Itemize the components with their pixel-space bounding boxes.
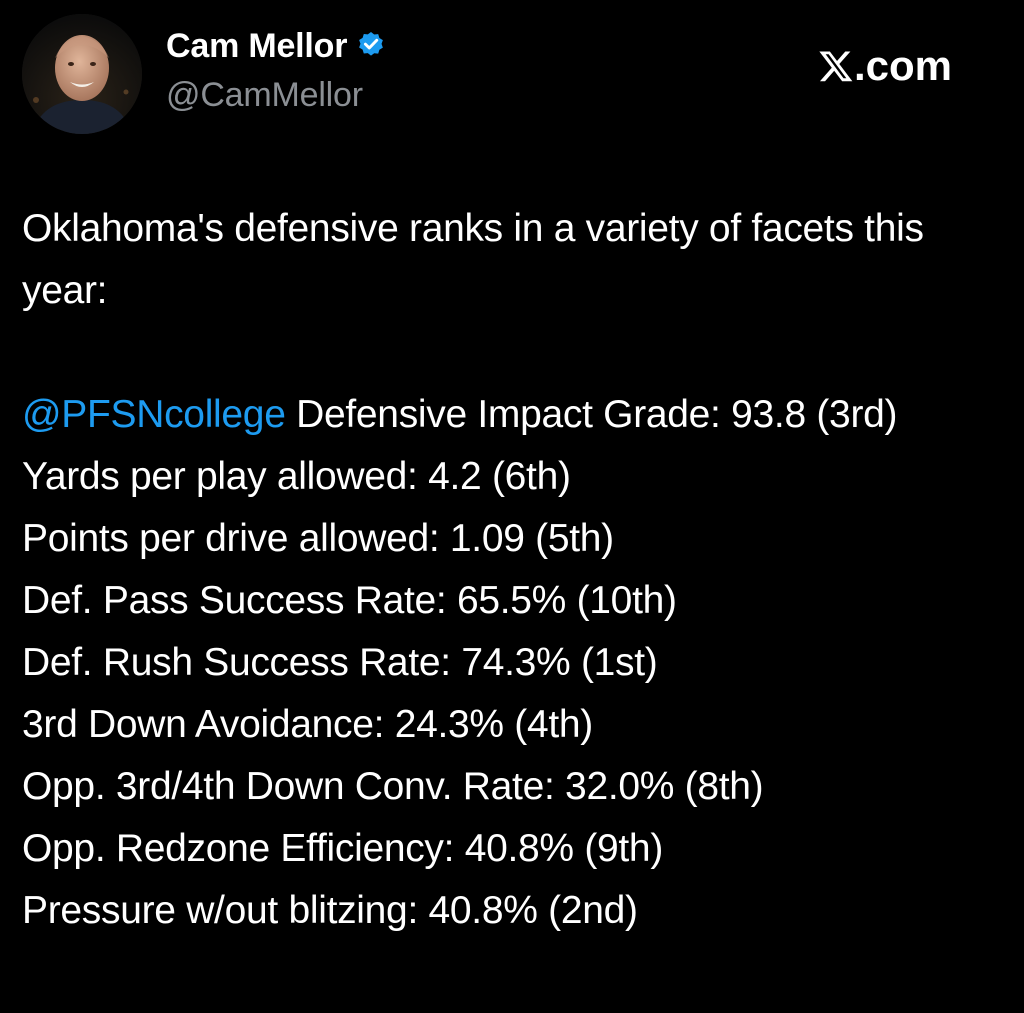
stat-line: Opp. 3rd/4th Down Conv. Rate: 32.0% (8th…: [22, 765, 764, 808]
first-stat-text: Defensive Impact Grade: 93.8 (3rd): [285, 393, 898, 436]
stat-line: Def. Pass Success Rate: 65.5% (10th): [22, 579, 677, 622]
stat-line: Yards per play allowed: 4.2 (6th): [22, 455, 571, 498]
stat-line: Opp. Redzone Efficiency: 40.8% (9th): [22, 827, 664, 870]
user-handle[interactable]: @CamMellor: [166, 76, 363, 114]
source-logo: .com: [818, 42, 952, 90]
display-name-row: Cam Mellor: [166, 22, 387, 70]
x-logo-icon: [818, 47, 854, 85]
stat-line: Def. Rush Success Rate: 74.3% (1st): [22, 641, 658, 684]
avatar[interactable]: [22, 14, 142, 134]
paragraph-gap: [22, 322, 1002, 384]
tweet-text: Oklahoma's defensive ranks in a variety …: [22, 198, 1002, 942]
tweet-intro: Oklahoma's defensive ranks in a variety …: [22, 207, 924, 312]
verified-badge-icon: [355, 30, 387, 62]
stat-line: 3rd Down Avoidance: 24.3% (4th): [22, 703, 593, 746]
avatar-photo: [22, 14, 142, 134]
display-name[interactable]: Cam Mellor: [166, 26, 348, 65]
source-domain: .com: [853, 42, 952, 89]
stat-line: Points per drive allowed: 1.09 (5th): [22, 517, 614, 560]
mention-link[interactable]: @PFSNcollege: [22, 393, 286, 436]
first-stat-line: @PFSNcollege Defensive Impact Grade: 93.…: [22, 384, 1002, 446]
tweet-header: Cam Mellor @CamMellor .com: [22, 14, 1002, 134]
author-block: Cam Mellor @CamMellor: [166, 22, 387, 115]
stat-line: Pressure w/out blitzing: 40.8% (2nd): [22, 889, 638, 932]
